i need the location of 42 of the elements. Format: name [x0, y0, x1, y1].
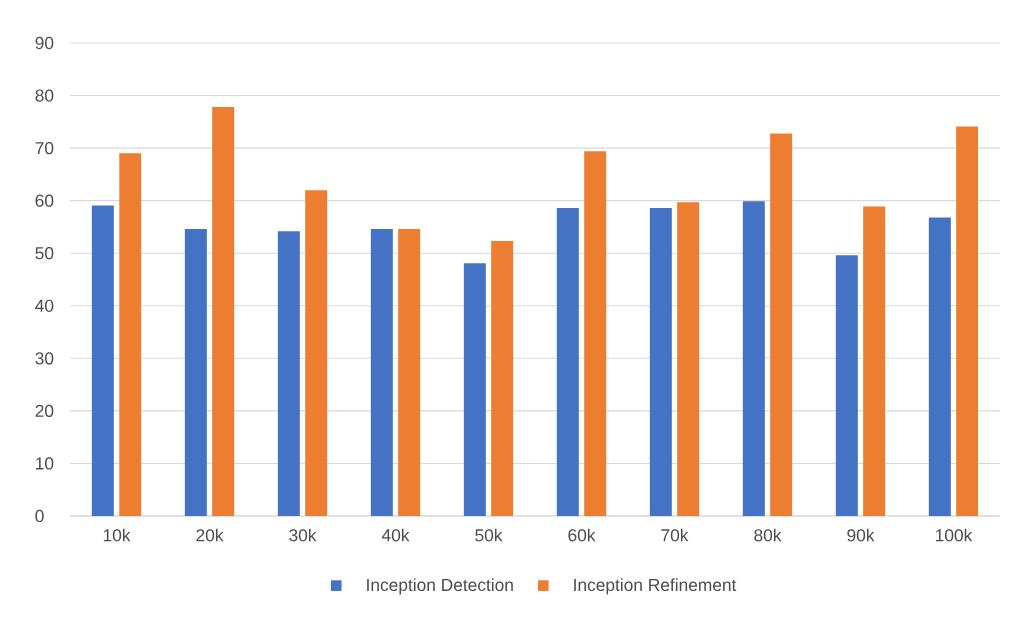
bar: [742, 201, 765, 516]
bar: [184, 229, 207, 516]
bar: [956, 126, 979, 516]
bar: [370, 229, 393, 516]
x-tick-label: 90k: [847, 528, 875, 542]
bar: [677, 202, 700, 516]
y-tick-label: 30: [35, 352, 54, 365]
bar: [305, 190, 328, 516]
bar: [212, 107, 235, 516]
y-tick-label: 0: [35, 509, 44, 523]
bar: [491, 241, 514, 516]
x-tick-label: 40k: [381, 528, 410, 542]
bar: [863, 206, 886, 516]
bar: [556, 208, 579, 516]
x-tick-label: 50k: [475, 528, 503, 542]
y-tick-label: 90: [35, 36, 54, 50]
bar: [584, 151, 607, 516]
legend-label: Inception Refinement: [574, 578, 737, 595]
x-tick-label: 30k: [289, 528, 317, 542]
bar: [770, 133, 793, 516]
bar: [835, 255, 858, 516]
y-tick-label: 80: [35, 89, 54, 102]
y-tick-label: 20: [35, 404, 54, 418]
x-tick-label: 60k: [568, 528, 596, 542]
bar: [928, 217, 951, 516]
bar: [649, 208, 672, 516]
bar: [91, 205, 114, 516]
bar: [463, 263, 486, 516]
bar: [277, 231, 300, 516]
bar: [119, 153, 142, 516]
x-tick-label: 80k: [754, 528, 782, 542]
y-tick-label: 10: [36, 457, 54, 470]
x-tick-label: 70k: [661, 528, 689, 542]
x-tick-label: 100k: [936, 528, 973, 542]
y-tick-label: 70: [35, 141, 54, 155]
x-tick-label: 10k: [103, 528, 131, 542]
legend-label: Inception Detection: [367, 578, 513, 595]
y-tick-label: 40: [35, 299, 54, 312]
x-tick-label: 20k: [196, 528, 224, 542]
bar: [398, 229, 421, 516]
y-tick-label: 50: [35, 247, 54, 260]
y-tick-label: 60: [35, 194, 54, 207]
